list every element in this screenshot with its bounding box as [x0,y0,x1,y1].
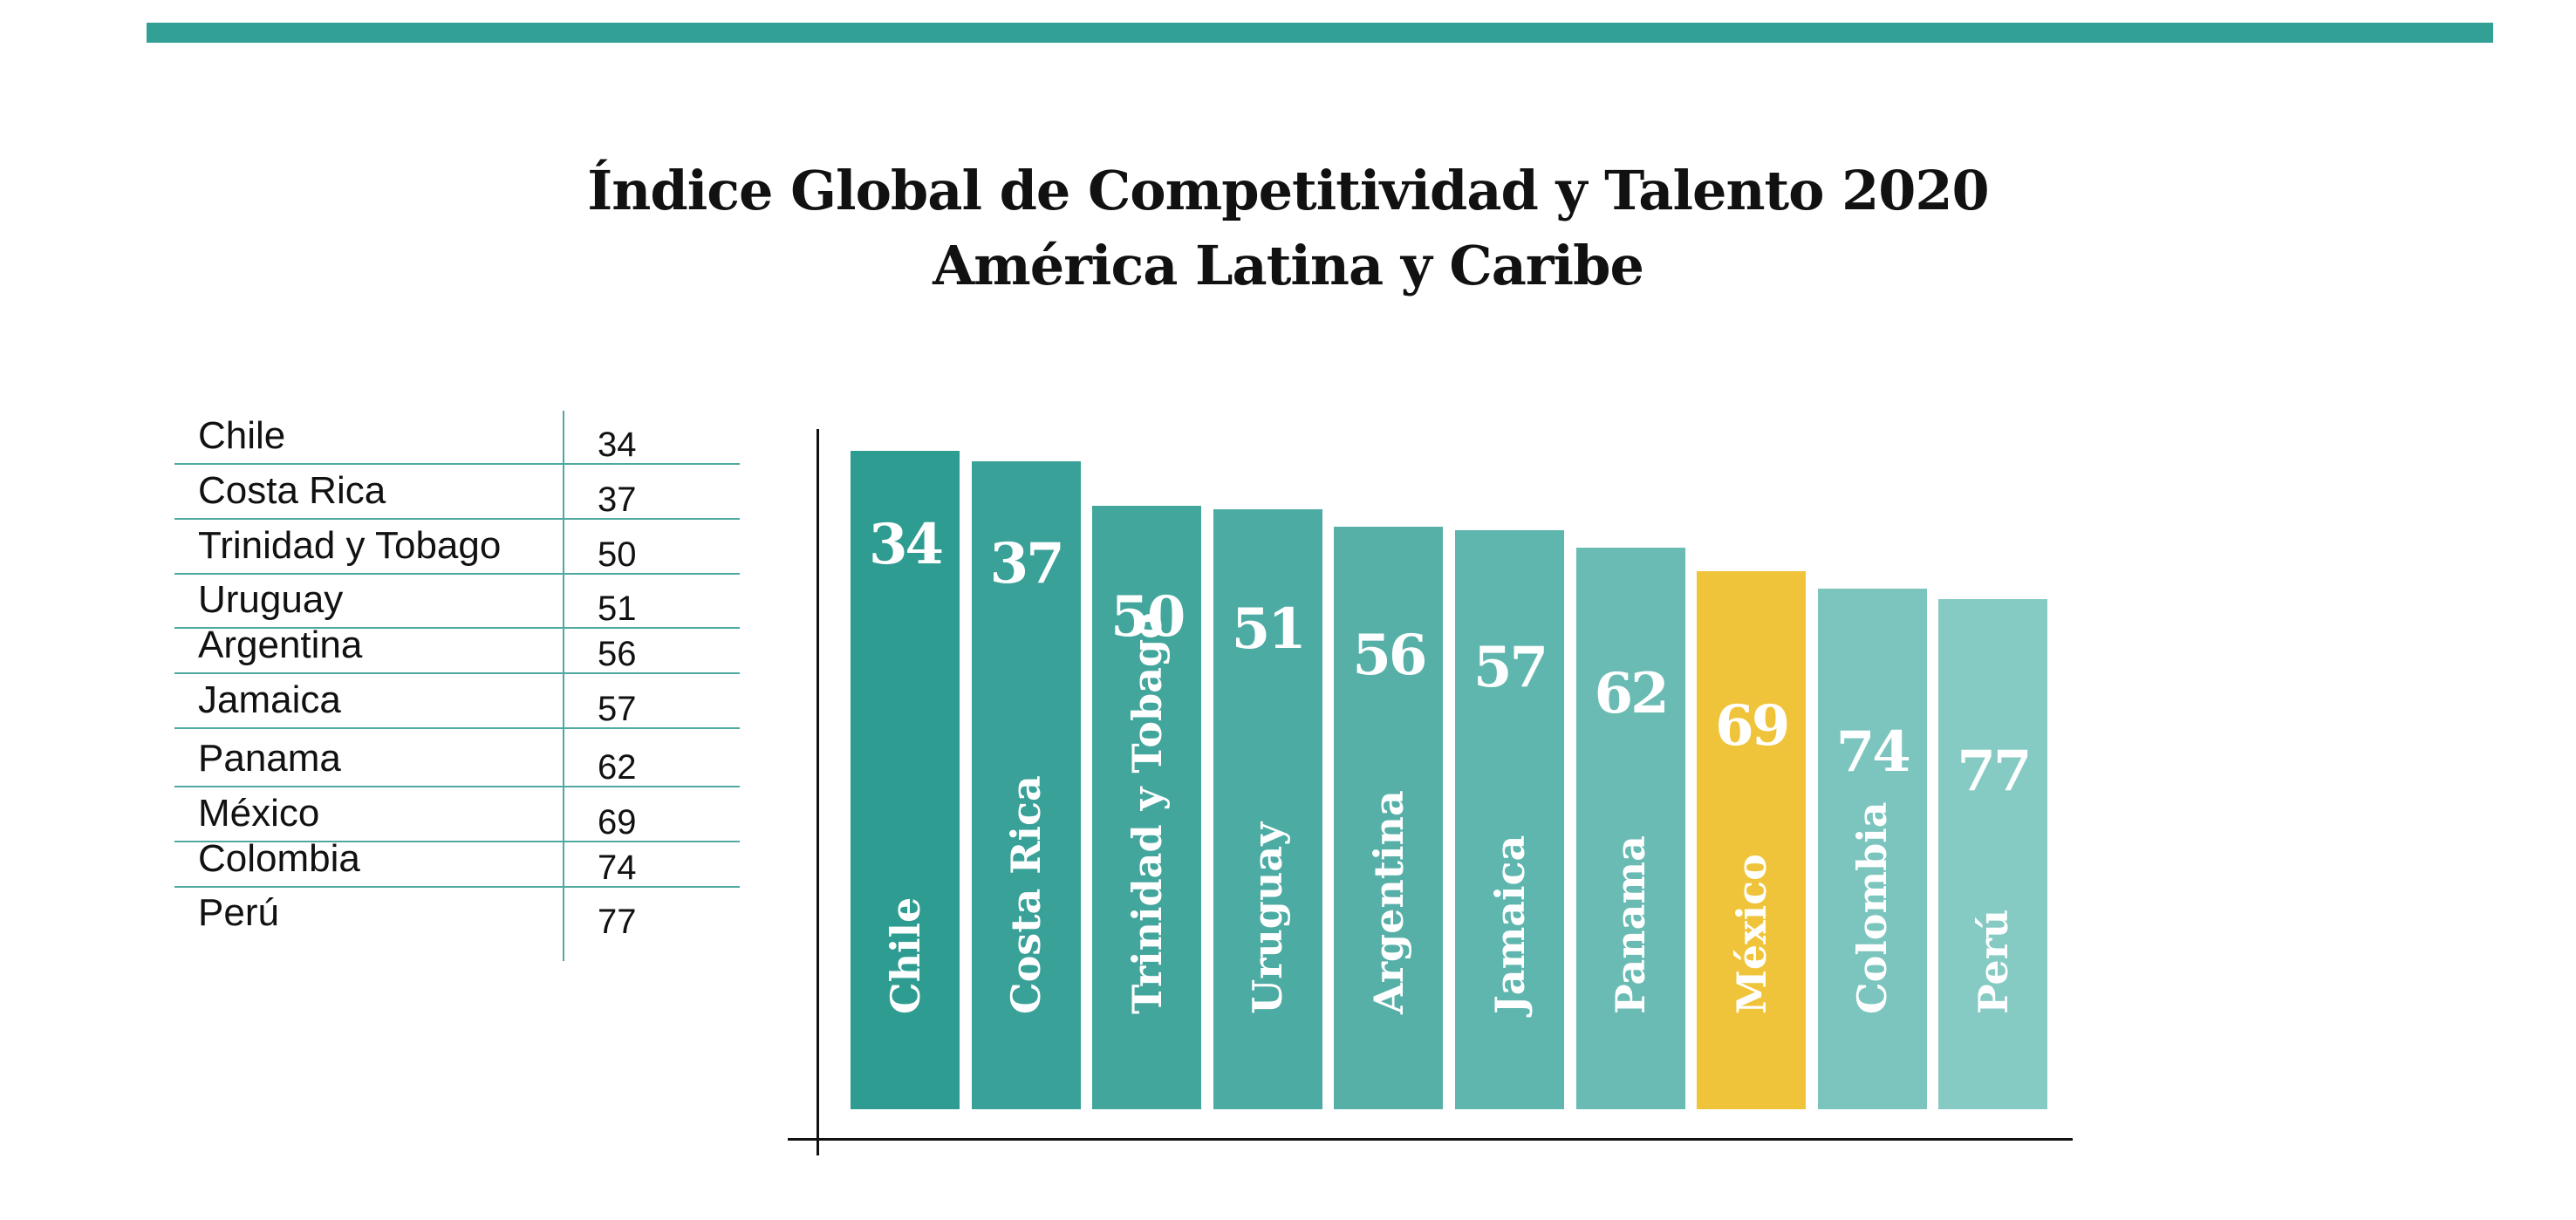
bar-value-label: 77 [1957,739,2032,804]
bar: 69 México [1697,571,1807,1109]
table-divider [563,411,564,961]
bar-value-label: 50 [1110,584,1186,651]
table-country: Argentina [198,624,363,666]
table-country: Chile [198,414,286,457]
bar-value-label: 57 [1472,634,1548,700]
table-row: Perú 77 [174,888,740,942]
bar: 62 Panama [1575,547,1685,1109]
bar: 56 Argentina [1334,526,1444,1109]
row-separator [174,518,740,520]
row-separator [174,786,740,787]
row-separator [174,627,740,629]
bar: 74 Colombia [1817,589,1927,1109]
top-accent-bar [147,23,2493,43]
bar: 51 Uruguay [1213,509,1322,1109]
bar: 57 Jamaica [1455,529,1564,1109]
table-country: México [198,792,320,835]
chart-title: Índice Global de Competitividad y Talent… [587,159,1989,222]
x-axis [788,1138,2073,1141]
bar-category-label: México [1727,854,1775,1014]
table-country: Colombia [198,837,360,880]
row-separator [174,463,740,465]
table-value: 62 [598,748,637,787]
table-value: 37 [598,481,637,519]
bar-value-label: 56 [1352,622,1427,688]
table-country: Panama [198,737,341,780]
bar-value-label: 62 [1594,660,1670,726]
table-country: Jamaica [198,678,341,721]
table-value: 56 [598,635,637,673]
table-value: 50 [598,535,637,574]
table-value: 74 [598,849,637,887]
bar-category-label: Jamaica [1486,835,1534,1014]
table-row: Costa Rica 37 [174,465,740,520]
bar: 34 Chile [851,451,960,1109]
table-row: Colombia 74 [174,837,740,888]
bar-value-label: 37 [989,530,1065,596]
table-value: 77 [598,903,637,941]
bar-category-label: Perú [1969,909,2017,1014]
bar-category-label: Argentina [1364,790,1412,1014]
y-axis [817,429,819,1155]
bar-value-label: 34 [868,512,944,577]
table-row: Panama 62 [174,729,740,787]
bar-category-label: Panama [1607,835,1655,1014]
row-separator [174,672,740,674]
bar-value-label: 51 [1231,596,1307,663]
bar: 50 Trinidad y Tobago [1092,506,1202,1109]
bar: 37 Costa Rica [971,460,1081,1109]
table-value: 69 [598,803,637,842]
bar-category-label: Chile [881,896,929,1014]
table-row: Trinidad y Tobago 50 [174,520,740,575]
table-value: 57 [598,690,637,728]
bar-category-label: Colombia [1848,801,1896,1014]
table-country: Costa Rica [198,469,386,512]
row-separator [174,886,740,888]
table-country: Trinidad y Tobago [198,524,502,567]
table-country: Perú [198,891,279,934]
bar-category-label: Trinidad y Tobago [1123,612,1171,1014]
row-separator [174,573,740,575]
table-row: Chile 34 [174,411,740,465]
row-separator [174,841,740,842]
chart-subtitle: América Latina y Caribe [933,234,1644,297]
table-row: Argentina 56 [174,624,740,674]
bar-category-label: Uruguay [1244,822,1292,1014]
table-value: 51 [598,590,637,628]
table-country: Uruguay [198,578,344,621]
table-row: Jamaica 57 [174,674,740,729]
bar: 77 Perú [1938,599,2048,1109]
row-separator [174,727,740,729]
table-row: Uruguay 51 [174,575,740,629]
bar-value-label: 74 [1835,719,1911,786]
table-row: México 69 [174,787,740,842]
bar-category-label: Costa Rica [1002,775,1050,1014]
bar-value-label: 69 [1715,693,1790,760]
table-value: 34 [598,426,637,464]
